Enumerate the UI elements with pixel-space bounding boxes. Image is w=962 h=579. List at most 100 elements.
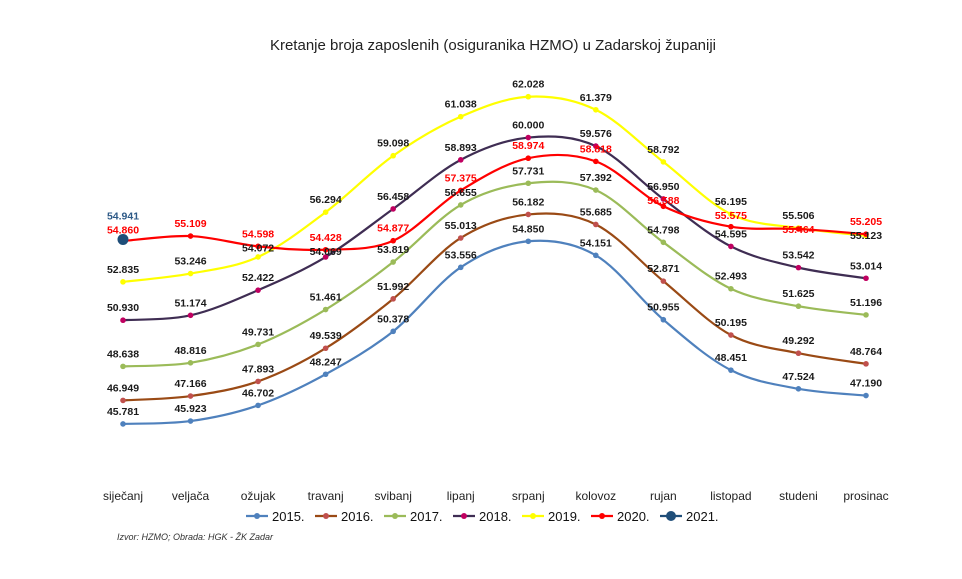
data-label: 47.166 [174,378,206,390]
legend-label: 2016. [341,509,374,524]
data-label: 56.458 [377,191,409,203]
data-point [525,238,532,245]
data-point [120,397,126,404]
data-label: 49.292 [782,335,814,347]
data-label: 54.850 [512,223,544,235]
series-line [122,239,867,426]
data-point [255,287,261,293]
legend-marker-icon [666,511,676,521]
data-point [863,361,869,367]
data-label: 57.731 [512,165,544,177]
data-point [457,235,464,241]
data-point [390,206,396,212]
x-tick-label: travanj [308,489,344,503]
data-point [863,231,869,237]
data-point [593,158,599,165]
data-point [525,180,532,187]
data-point [728,367,734,373]
data-label: 54.798 [647,224,679,236]
legend-label: 2015. [272,509,305,524]
data-point [390,152,396,159]
data-point [322,254,329,260]
data-label: 56.182 [512,196,544,208]
data-point [728,211,734,217]
data-label: 54.595 [715,228,747,240]
data-label: 51.196 [850,297,882,309]
data-label: 56.195 [715,196,747,208]
data-point [255,243,261,250]
legend-marker-icon [599,513,605,519]
data-point [457,157,464,163]
data-label: 48.638 [107,348,139,360]
x-tick-label: studeni [779,489,818,503]
data-label: 47.190 [850,378,882,390]
data-point [187,270,194,277]
source-note: Izvor: HZMO; Obrada: HGK - ŽK Zadar [117,532,274,542]
data-point [863,275,869,282]
data-label: 53.246 [174,256,206,268]
legend-item: 2018. [453,509,512,524]
data-point [593,187,599,193]
data-point [525,93,532,100]
x-tick-label: lipanj [447,489,475,503]
data-point [795,226,802,232]
x-tick-label: ožujak [241,489,277,503]
legend-marker-icon [254,513,260,519]
x-tick-label: rujan [650,489,677,503]
data-point [525,155,532,162]
data-point [795,386,802,392]
legend-marker-icon [392,513,398,519]
data-point [120,279,126,285]
data-label: 53.556 [445,249,477,261]
data-label: 53.014 [850,260,882,272]
data-label: 49.731 [242,326,274,338]
data-point [660,316,667,323]
data-label: 51.625 [782,288,814,300]
x-tick-label: prosinac [843,489,888,503]
data-label: 49.539 [310,330,342,342]
data-label: 55.685 [580,206,612,218]
data-label: 54.428 [310,232,342,244]
data-point [660,278,667,284]
data-point [255,378,261,385]
series-line [122,180,867,368]
data-point [525,134,532,141]
data-label: 55.464 [782,224,814,236]
data-label: 52.422 [242,272,274,284]
x-tick-label: siječanj [103,489,143,503]
legend-label: 2021. [686,509,719,524]
data-label: 52.493 [715,271,747,283]
data-point [525,211,532,218]
data-point [390,296,396,302]
data-point [322,306,329,313]
series-2017 [120,180,869,370]
data-label: 53.819 [377,244,409,256]
data-label: 48.247 [310,356,342,368]
data-point [728,332,734,338]
data-label: 56.655 [445,187,477,199]
data-point [187,359,194,366]
data-point [593,143,599,149]
data-label: 55.575 [715,210,747,222]
data-point [255,402,261,409]
data-label: 59.098 [377,138,409,150]
data-label: 55.109 [174,218,206,230]
data-point [120,363,126,370]
series-line [122,153,867,252]
data-point [255,341,261,348]
data-label: 50.930 [107,302,139,314]
data-point [117,233,129,245]
data-point [728,285,734,292]
series-2015 [120,238,869,427]
data-point [795,303,802,310]
data-point [390,237,396,244]
x-tick-label: listopad [710,489,751,503]
series-2018 [120,134,869,324]
data-point [322,371,329,378]
series-2021 [117,233,129,245]
x-tick-label: srpanj [512,489,545,503]
data-label: 48.816 [174,345,206,357]
data-label: 55.205 [850,216,882,228]
data-label: 54.151 [580,237,612,249]
legend-item: 2019. [522,509,581,524]
